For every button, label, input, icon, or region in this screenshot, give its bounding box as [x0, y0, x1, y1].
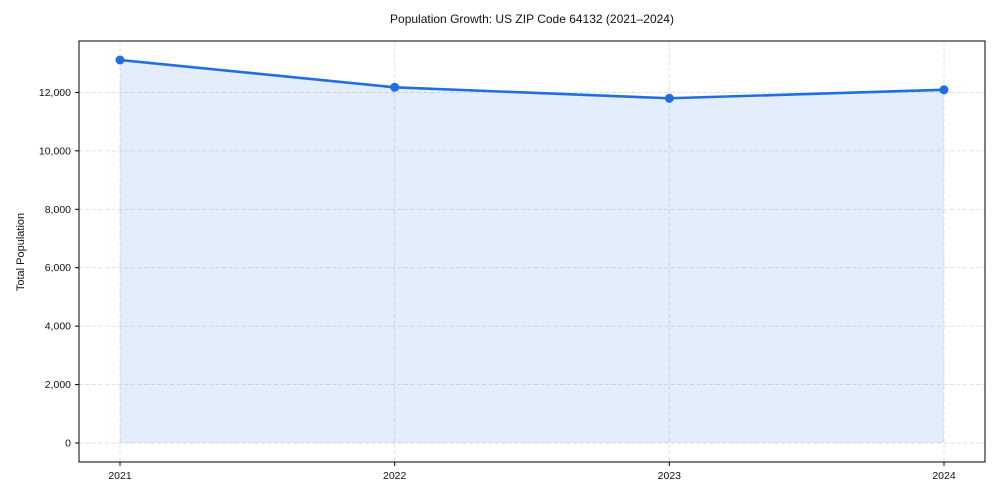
y-tick-label: 12,000 [39, 87, 71, 99]
y-tick-label: 6,000 [45, 262, 71, 274]
y-tick-label: 8,000 [45, 204, 71, 216]
y-tick-label: 4,000 [45, 321, 71, 333]
x-tick-label: 2023 [658, 470, 682, 482]
x-tick-label: 2024 [932, 470, 956, 482]
area-fill [120, 59, 944, 444]
data-point-2021 [115, 55, 125, 65]
y-tick-label: 10,000 [39, 145, 71, 157]
x-tick-label: 2022 [383, 470, 407, 482]
y-tick-label: 2,000 [45, 379, 71, 391]
data-point-2022 [390, 82, 400, 92]
x-tick-label: 2021 [108, 470, 132, 482]
y-tick-label: 0 [65, 438, 71, 450]
data-point-2023 [664, 93, 674, 103]
data-point-2024 [939, 85, 949, 95]
population-line [118, 58, 946, 100]
chart-title: Population Growth: US ZIP Code 64132 (20… [390, 12, 674, 26]
plot-border [78, 40, 986, 463]
